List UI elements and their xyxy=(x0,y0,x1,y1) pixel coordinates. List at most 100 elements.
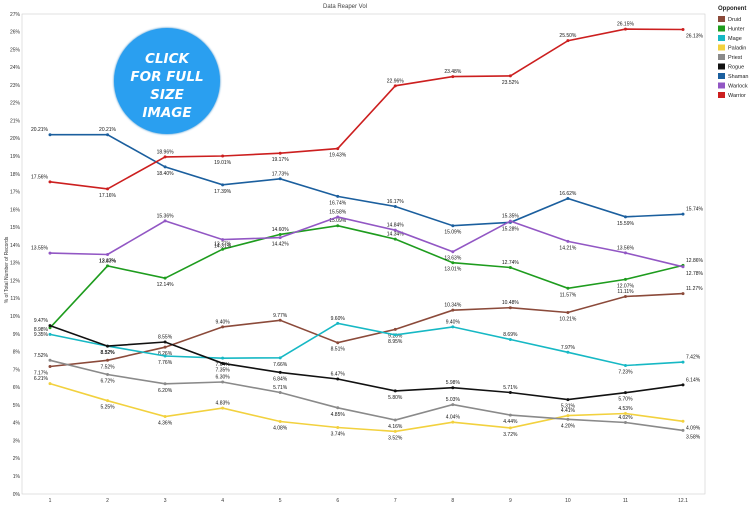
y-tick-label: 27% xyxy=(10,12,21,18)
legend-item-mage[interactable]: Mage xyxy=(718,35,742,42)
legend-swatch xyxy=(718,35,725,41)
legend-label: Paladin xyxy=(728,46,746,52)
data-point xyxy=(393,228,397,232)
y-tick-label: 8% xyxy=(13,350,21,356)
data-label: 15.58% xyxy=(329,210,347,216)
data-label: 11.27% xyxy=(686,286,703,292)
y-tick-label: 12% xyxy=(10,278,21,284)
series-druid: 7.17% 7.52% 8.26% 9.40% 9.77% 8.51% 9.26% 10.34… xyxy=(34,286,703,376)
legend-item-warlock[interactable]: Warlock xyxy=(718,82,748,90)
data-point xyxy=(48,324,52,328)
legend-label: Shaman xyxy=(728,74,749,80)
data-label: 9.40% xyxy=(446,319,461,325)
data-label: 18.96% xyxy=(157,149,175,155)
data-point xyxy=(278,177,282,181)
data-point xyxy=(278,318,282,322)
data-label: 17.16% xyxy=(99,193,117,199)
legend-item-shaman[interactable]: Shaman xyxy=(718,73,749,80)
data-label: 12.07% xyxy=(617,283,635,289)
data-point xyxy=(681,212,685,216)
legend-item-warrior[interactable]: Warrior xyxy=(718,92,746,99)
data-point xyxy=(278,356,282,360)
legend-item-paladin[interactable]: Paladin xyxy=(718,44,746,52)
data-label: 4.02% xyxy=(618,415,633,421)
y-tick-label: 5% xyxy=(13,403,21,409)
data-point xyxy=(278,370,282,374)
data-label: 15.28% xyxy=(502,226,520,232)
data-label: 3.52% xyxy=(388,435,403,441)
y-tick-label: 22% xyxy=(10,101,21,107)
data-label: 7.23% xyxy=(618,369,633,375)
data-point xyxy=(221,356,225,360)
data-point xyxy=(566,350,570,354)
data-label: 4.83% xyxy=(216,401,231,407)
data-point xyxy=(566,398,570,402)
legend-label: Warlock xyxy=(728,84,748,90)
data-point xyxy=(106,187,110,191)
data-label: 13.77% xyxy=(214,242,232,248)
data-label: 8.32% xyxy=(100,350,115,356)
data-label: 13.01% xyxy=(444,267,462,273)
data-label: 16.17% xyxy=(387,199,405,205)
y-tick-label: 16% xyxy=(10,207,21,213)
data-point xyxy=(451,75,455,79)
data-label: 8.52% xyxy=(100,350,115,356)
legend: Opponent Druid Hunter Mage Paladin Priest Rog… xyxy=(718,6,749,99)
series-warlock: 13.55% 13.47% 15.36% 14.31% 14.42% 15.58% 14.8… xyxy=(31,210,703,277)
series-shaman: 20.21% 20.21% 18.40% 17.39% 17.73% 16.74% 16.1… xyxy=(31,127,703,236)
data-point xyxy=(566,286,570,290)
data-point xyxy=(163,345,167,349)
data-point xyxy=(508,390,512,394)
data-point xyxy=(221,406,225,410)
data-point xyxy=(106,399,110,403)
data-label: 23.48% xyxy=(444,69,462,75)
data-point xyxy=(451,325,455,329)
legend-swatch xyxy=(718,92,725,98)
click-for-full-size-button[interactable]: CLICK FOR FULL SIZE IMAGE xyxy=(114,28,220,134)
series-line xyxy=(50,133,684,227)
data-point xyxy=(681,292,685,296)
y-tick-label: 3% xyxy=(13,438,21,444)
data-label: 3.58% xyxy=(686,434,701,440)
data-label: 4.36% xyxy=(158,420,173,426)
legend-item-rogue[interactable]: Rogue xyxy=(718,63,744,71)
data-point xyxy=(221,380,225,384)
data-label: 13.55% xyxy=(31,246,49,252)
data-label: 6.14% xyxy=(686,377,701,383)
data-point xyxy=(508,413,512,417)
data-label: 5.80% xyxy=(388,395,403,401)
data-label: 11.57% xyxy=(560,292,577,298)
y-tick-label: 13% xyxy=(10,261,21,267)
y-tick-label: 2% xyxy=(13,456,21,462)
legend-item-hunter[interactable]: Hunter xyxy=(718,25,745,33)
badge-line-1: CLICK xyxy=(145,51,189,67)
x-tick-label: 11 xyxy=(623,498,628,504)
data-label: 19.01% xyxy=(214,160,232,166)
data-label: 7.64% xyxy=(216,362,231,368)
data-label: 4.85% xyxy=(331,412,346,418)
legend-swatch xyxy=(718,73,725,79)
data-point xyxy=(336,194,340,198)
data-label: 12.14% xyxy=(157,282,175,288)
series-line xyxy=(49,224,684,329)
data-point xyxy=(623,363,627,367)
series-line xyxy=(49,324,684,401)
series-line xyxy=(49,28,684,190)
data-point xyxy=(508,266,512,270)
y-tick-label: 14% xyxy=(10,243,21,249)
data-point xyxy=(623,215,627,219)
y-axis-label: % of Total Number of Records xyxy=(4,236,10,303)
data-label: 12.74% xyxy=(502,260,520,266)
data-point xyxy=(623,411,627,415)
y-axis-ticks: 0% 1% 2% 3% 4% 5% 6% 7% 8% 9% 10% 11% 12% 13% 14% 15% 16… xyxy=(10,12,21,498)
data-label: 13.63% xyxy=(444,256,462,262)
legend-item-priest[interactable]: Priest xyxy=(718,54,743,61)
data-label: 16.62% xyxy=(559,191,577,197)
legend-swatch xyxy=(718,25,725,32)
data-point xyxy=(106,358,110,362)
data-label: 11.11% xyxy=(617,289,634,295)
legend-item-druid[interactable]: Druid xyxy=(718,16,741,23)
data-label: 14.60% xyxy=(272,227,290,233)
series-line xyxy=(49,382,684,433)
data-point xyxy=(566,239,570,243)
